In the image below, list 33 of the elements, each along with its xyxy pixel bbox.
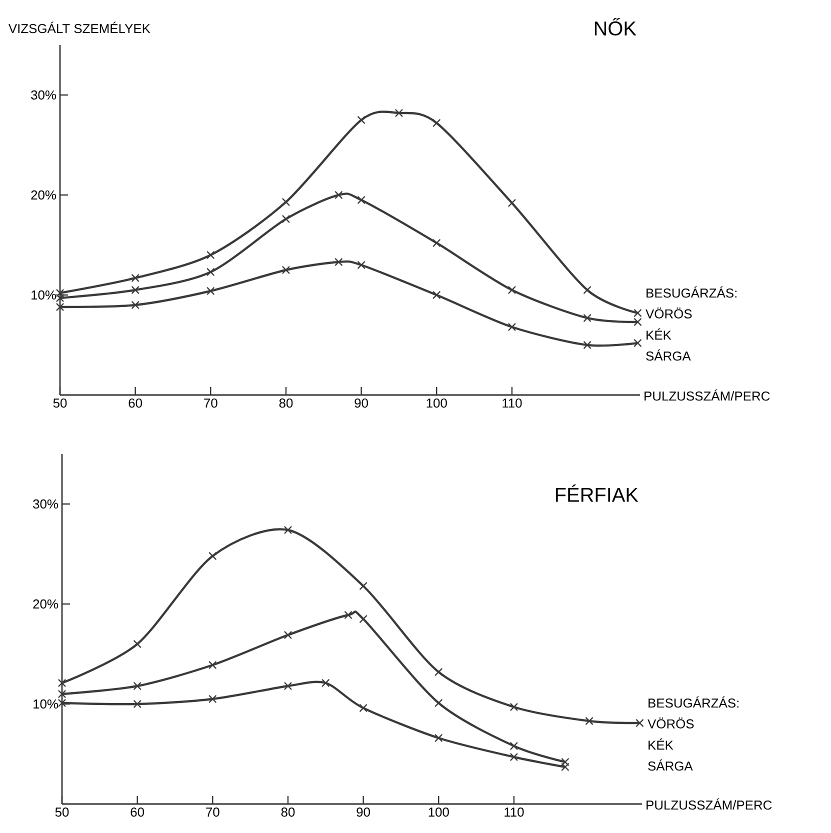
x-tick-label: 50: [53, 398, 67, 408]
y-axis-title: VIZSGÁLT SZEMÉLYEK: [8, 22, 150, 34]
y-tick-label: 10%: [32, 290, 56, 300]
text: FÉRFIAK: [556, 484, 638, 502]
legend-title: BESUGÁRZÁS:: [648, 696, 738, 708]
y-tick-label: 30%: [33, 499, 58, 509]
x-tick-label: 100: [426, 398, 447, 408]
y-tick-label: 30%: [31, 90, 56, 100]
series-label: KÉK: [646, 328, 672, 340]
x-tick-label: 60: [130, 808, 144, 817]
series-label: VÖRÖS: [646, 308, 692, 318]
x-tick-label: 50: [55, 808, 69, 817]
x-tick-label: 110: [502, 398, 522, 408]
x-tick-label: 90: [354, 398, 368, 408]
x-tick-label: 60: [128, 398, 142, 408]
x-tick-label: 110: [504, 808, 524, 817]
x-tick-label: 70: [204, 398, 218, 408]
y-tick-label: 10%: [34, 699, 58, 709]
y-tick-label: 20%: [31, 190, 56, 200]
chart-title: NŐK: [594, 18, 636, 36]
x-tick-label: 90: [356, 808, 370, 817]
x-tick-label: 70: [206, 808, 220, 817]
x-tick-label: 80: [281, 808, 295, 817]
text: SÁRGA: [648, 759, 693, 771]
series-label: SÁRGA: [646, 349, 691, 361]
x-axis-title: PULZUSSZÁM/PERC: [646, 798, 772, 810]
x-axis-title: PULZUSSZÁM/PERC: [644, 389, 770, 401]
series-label: VÖRÖS: [648, 718, 694, 728]
legend-title: BESUGÁRZÁS:: [646, 286, 736, 298]
y-tick-label: 20%: [33, 599, 58, 609]
x-tick-label: 80: [279, 398, 293, 408]
x-tick-label: 100: [428, 808, 449, 817]
text: KÉK: [648, 738, 674, 750]
